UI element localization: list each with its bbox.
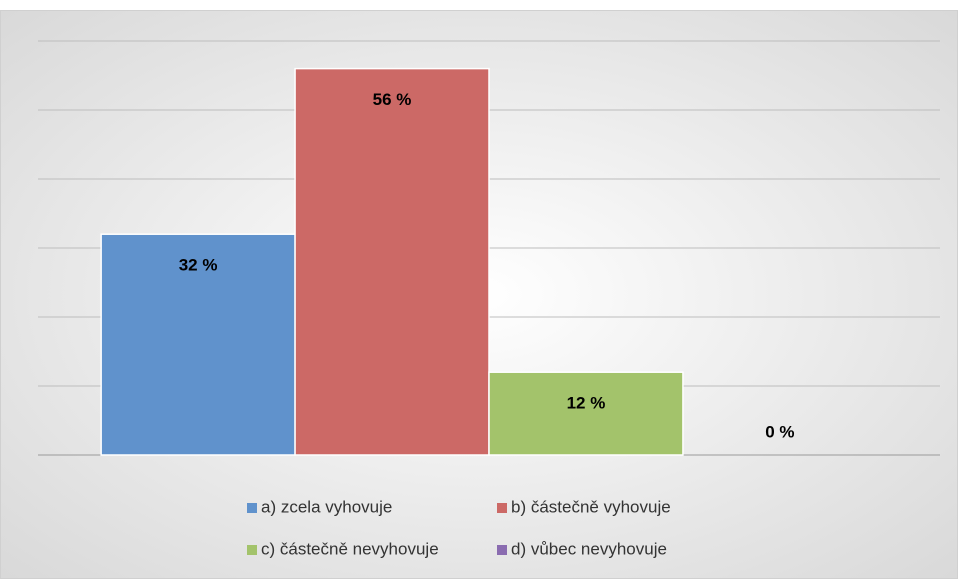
data-label: 32 % (179, 256, 218, 275)
bar (294, 67, 490, 456)
legend-marker (247, 545, 257, 555)
bar (100, 233, 296, 456)
data-label: 0 % (765, 422, 794, 441)
legend-marker (247, 503, 257, 513)
legend-marker (497, 545, 507, 555)
legend-label: d) vůbec nevyhovuje (511, 539, 667, 558)
legend-label: a) zcela vyhovuje (261, 497, 392, 516)
data-label: 56 % (373, 90, 412, 109)
legend-marker (497, 503, 507, 513)
data-label: 12 % (567, 394, 606, 413)
legend-label: b) částečně vyhovuje (511, 497, 671, 516)
bar (488, 371, 684, 456)
legend-label: c) částečně nevyhovuje (261, 539, 439, 558)
